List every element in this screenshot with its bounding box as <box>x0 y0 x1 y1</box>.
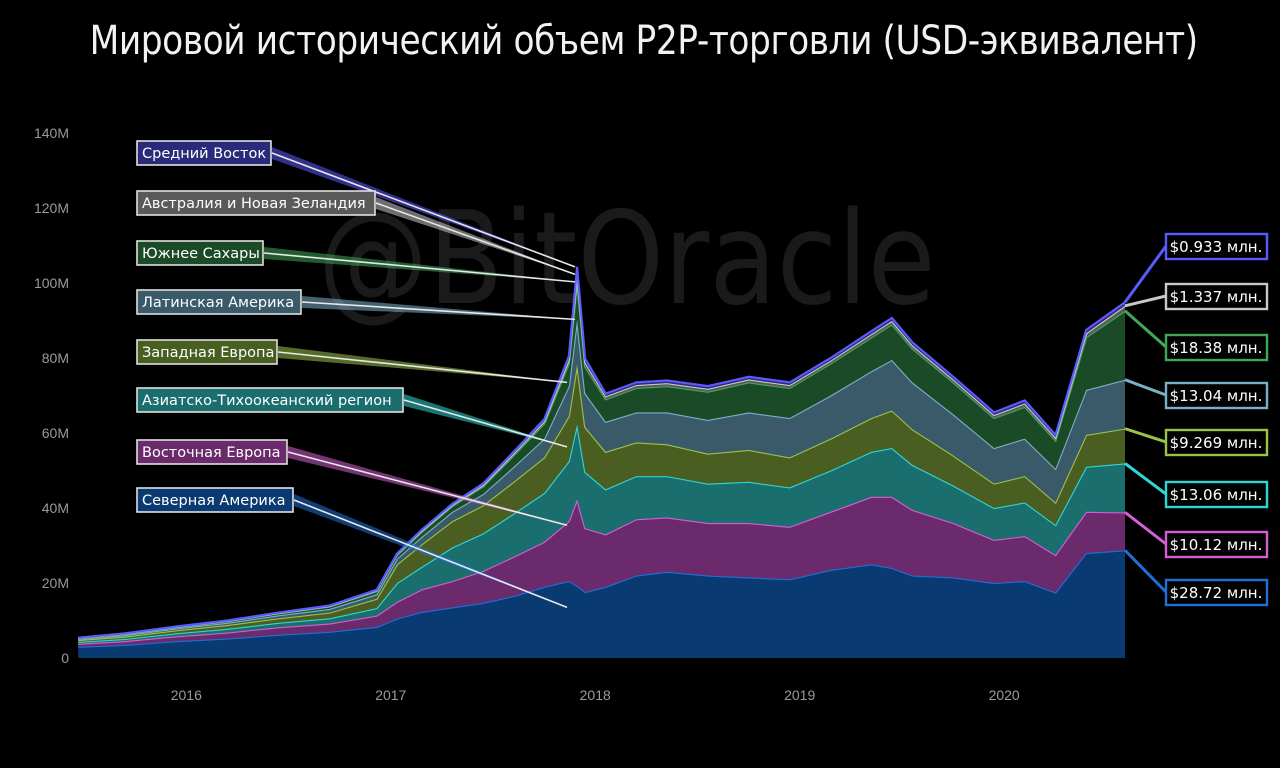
label-leader-line <box>287 451 568 527</box>
value-box <box>1164 333 1269 362</box>
value-leader <box>1123 245 1168 304</box>
y-tick-label: 100M <box>34 275 69 291</box>
area-3 <box>78 364 1126 642</box>
x-tick-label: 2020 <box>989 687 1020 703</box>
end-value-label: $1.337 млн. <box>1170 288 1263 306</box>
label-leader <box>302 296 576 320</box>
y-tick-label: 0 <box>61 650 69 666</box>
series-label: Латинская Америка <box>142 295 294 311</box>
series-label: Южнее Сахары <box>142 246 260 262</box>
series-label: Северная Америка <box>142 493 285 509</box>
series-label: Западная Европа <box>142 345 274 361</box>
label-leader-line <box>271 152 576 268</box>
series-labels-right: $0.933 млн. $1.337 млн. $18.38 млн. $13.04 … <box>1123 232 1269 607</box>
label-leader <box>272 147 576 267</box>
value-box <box>1164 282 1269 311</box>
x-axis: 2016 2017 2018 2019 2020 <box>171 687 1020 703</box>
end-value-label: $18.38 млн. <box>1170 339 1263 357</box>
end-value-label: $28.72 млн. <box>1170 584 1263 602</box>
value-box <box>1164 381 1269 410</box>
value-box <box>1164 428 1269 457</box>
area-1 <box>78 496 1126 647</box>
label-box <box>136 140 272 166</box>
label-leader-line <box>277 351 568 384</box>
y-tick-label: 80M <box>42 350 69 366</box>
end-value-label: $10.12 млн. <box>1170 536 1263 554</box>
value-leader <box>1124 427 1167 444</box>
series-labels-left: Средний Восток Австралия и Новая Зеландия… <box>136 140 576 609</box>
x-tick-label: 2018 <box>580 687 611 703</box>
value-leader <box>1123 549 1168 594</box>
series-label: Восточная Европа <box>142 445 281 461</box>
y-tick-label: 120M <box>34 200 69 216</box>
label-leader-line <box>263 252 576 283</box>
series-label: Австралия и Новая Зеландия <box>142 196 366 212</box>
label-leader <box>288 446 568 526</box>
y-axis: 0 20M 40M 60M 80M 100M 120M 140M <box>34 125 69 666</box>
label-leader <box>404 394 568 447</box>
value-box <box>1164 530 1269 559</box>
label-leader-line <box>301 301 576 321</box>
area-4 <box>78 319 1126 640</box>
label-box <box>136 190 376 216</box>
label-box <box>136 289 302 315</box>
label-leader <box>376 197 576 275</box>
value-box <box>1164 578 1269 607</box>
end-value-label: $0.933 млн. <box>1170 238 1263 256</box>
chart-title: Мировой исторический объем P2P-торговли … <box>89 18 1199 64</box>
value-leader <box>1124 462 1167 496</box>
label-leader <box>278 346 568 383</box>
label-box <box>136 487 294 513</box>
series-label: Средний Восток <box>142 146 266 162</box>
label-leader-line <box>293 499 568 609</box>
x-tick-label: 2019 <box>784 687 815 703</box>
value-leader <box>1124 378 1167 397</box>
end-value-label: $13.06 млн. <box>1170 486 1263 504</box>
value-box <box>1164 480 1269 509</box>
value-leader <box>1124 511 1167 546</box>
area-2 <box>78 424 1126 644</box>
y-tick-label: 20M <box>42 575 69 591</box>
series-line-7 <box>78 266 1126 639</box>
value-box <box>1164 232 1269 261</box>
label-leader-line <box>375 202 576 276</box>
value-leader <box>1124 309 1167 349</box>
x-tick-label: 2017 <box>375 687 406 703</box>
end-value-label: $13.04 млн. <box>1170 387 1263 405</box>
area-layer <box>78 266 1126 658</box>
y-tick-label: 60M <box>42 425 69 441</box>
label-leader <box>294 494 568 608</box>
label-leader-line <box>403 399 568 448</box>
y-tick-label: 40M <box>42 500 69 516</box>
series-label: Азиатско-Тихоокеанский регион <box>142 393 392 409</box>
value-leader <box>1124 294 1167 308</box>
end-value-label: $9.269 млн. <box>1170 434 1263 452</box>
label-box <box>136 387 404 413</box>
area-5 <box>78 281 1126 639</box>
label-box <box>136 439 288 465</box>
x-tick-label: 2016 <box>171 687 202 703</box>
label-leader <box>264 247 576 282</box>
y-tick-label: 140M <box>34 125 69 141</box>
label-box <box>136 339 278 365</box>
label-box <box>136 240 264 266</box>
